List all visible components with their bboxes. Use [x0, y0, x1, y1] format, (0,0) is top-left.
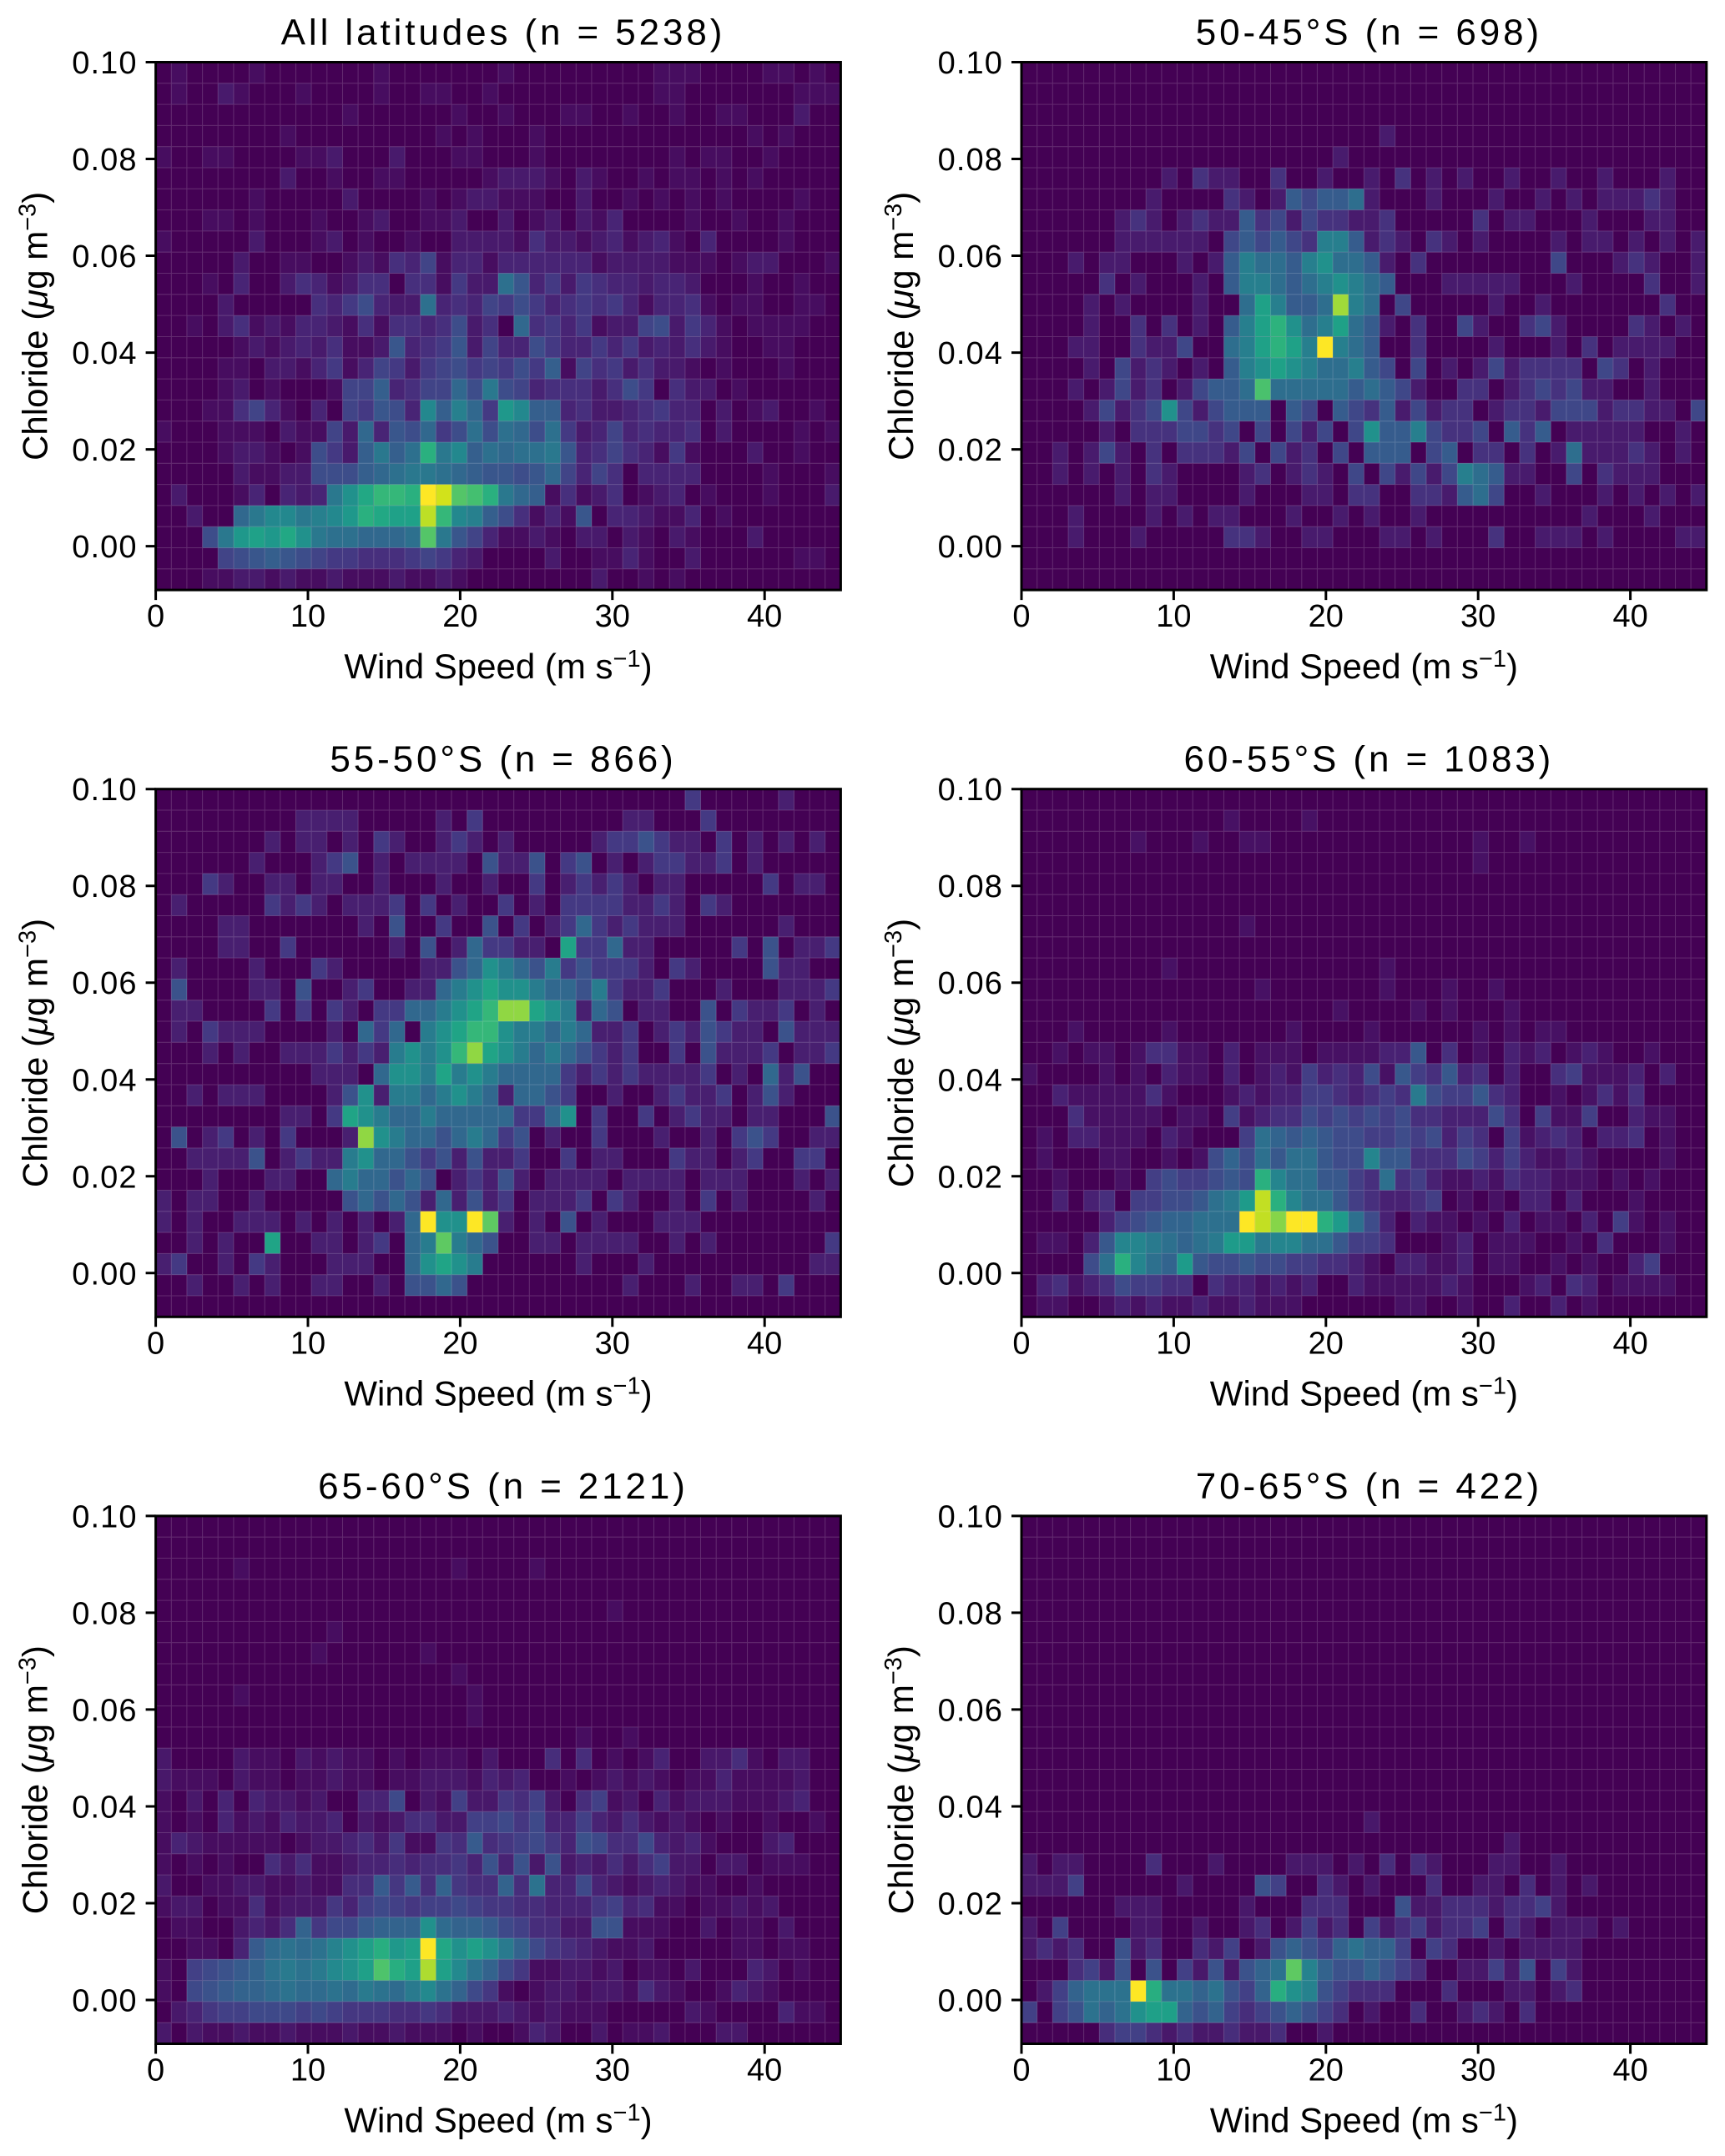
- svg-text:0.06: 0.06: [938, 239, 1003, 275]
- svg-text:20: 20: [442, 1326, 477, 1361]
- svg-text:10: 10: [290, 599, 325, 634]
- svg-text:30: 30: [1460, 2053, 1496, 2088]
- svg-text:10: 10: [1156, 599, 1191, 634]
- svg-text:65-60°S (n = 2121): 65-60°S (n = 2121): [318, 1466, 688, 1507]
- svg-text:30: 30: [595, 599, 630, 634]
- svg-text:0.00: 0.00: [938, 530, 1003, 565]
- svg-text:30: 30: [1460, 599, 1496, 634]
- svg-text:0.06: 0.06: [72, 1693, 137, 1728]
- svg-text:30: 30: [1460, 1326, 1496, 1361]
- svg-text:0.04: 0.04: [938, 336, 1003, 371]
- svg-text:0.08: 0.08: [938, 1596, 1003, 1631]
- svg-text:0.10: 0.10: [938, 773, 1003, 808]
- svg-text:20: 20: [442, 2053, 477, 2088]
- svg-text:10: 10: [290, 2053, 325, 2088]
- svg-text:0.10: 0.10: [938, 1499, 1003, 1534]
- svg-text:20: 20: [1309, 599, 1344, 634]
- svg-text:70-65°S (n = 422): 70-65°S (n = 422): [1196, 1466, 1542, 1507]
- svg-text:0.02: 0.02: [938, 1160, 1003, 1195]
- svg-text:0.10: 0.10: [938, 46, 1003, 81]
- svg-text:0.02: 0.02: [72, 1887, 137, 1922]
- svg-text:0.02: 0.02: [938, 1887, 1003, 1922]
- svg-text:0.06: 0.06: [72, 966, 137, 1001]
- svg-text:0.06: 0.06: [938, 1693, 1003, 1728]
- svg-text:40: 40: [747, 599, 782, 634]
- svg-text:0: 0: [1012, 1326, 1030, 1361]
- svg-text:40: 40: [1612, 1326, 1647, 1361]
- svg-text:0.00: 0.00: [72, 1984, 137, 2019]
- svg-text:30: 30: [595, 2053, 630, 2088]
- svg-text:0: 0: [1012, 599, 1030, 634]
- svg-text:55-50°S (n = 866): 55-50°S (n = 866): [330, 739, 676, 780]
- svg-text:Wind Speed (m s−1): Wind Speed (m s−1): [344, 1373, 652, 1413]
- svg-text:0.02: 0.02: [72, 433, 137, 468]
- svg-text:10: 10: [290, 1326, 325, 1361]
- svg-text:Wind Speed (m s−1): Wind Speed (m s−1): [1210, 1373, 1518, 1413]
- svg-text:50-45°S (n = 698): 50-45°S (n = 698): [1196, 13, 1542, 53]
- svg-text:Wind Speed (m s−1): Wind Speed (m s−1): [344, 2100, 652, 2140]
- svg-text:Chloride (μg m−3): Chloride (μg m−3): [15, 192, 55, 461]
- svg-text:Chloride (μg m−3): Chloride (μg m−3): [880, 192, 921, 461]
- svg-text:60-55°S (n = 1083): 60-55°S (n = 1083): [1184, 739, 1555, 780]
- svg-text:10: 10: [1156, 1326, 1191, 1361]
- svg-text:0.00: 0.00: [72, 530, 137, 565]
- svg-text:0.06: 0.06: [938, 966, 1003, 1001]
- svg-text:Wind Speed (m s−1): Wind Speed (m s−1): [1210, 646, 1518, 686]
- svg-text:0.04: 0.04: [72, 336, 137, 371]
- svg-text:0.02: 0.02: [938, 433, 1003, 468]
- svg-text:0: 0: [1012, 2053, 1030, 2088]
- svg-text:0: 0: [147, 599, 164, 634]
- svg-text:0.04: 0.04: [938, 1063, 1003, 1098]
- svg-text:0.00: 0.00: [938, 1984, 1003, 2019]
- svg-text:0.04: 0.04: [72, 1791, 137, 1826]
- svg-text:0.00: 0.00: [72, 1257, 137, 1292]
- svg-text:0.10: 0.10: [72, 46, 137, 81]
- svg-text:Wind Speed (m s−1): Wind Speed (m s−1): [1210, 2100, 1518, 2140]
- svg-text:40: 40: [1612, 599, 1647, 634]
- svg-text:0.08: 0.08: [938, 143, 1003, 178]
- svg-text:0.00: 0.00: [938, 1257, 1003, 1292]
- svg-text:Chloride (μg m−3): Chloride (μg m−3): [15, 1645, 55, 1914]
- svg-text:Chloride (μg m−3): Chloride (μg m−3): [880, 1645, 921, 1914]
- svg-text:Wind Speed (m s−1): Wind Speed (m s−1): [344, 646, 652, 686]
- svg-text:Chloride (μg m−3): Chloride (μg m−3): [880, 919, 921, 1187]
- svg-text:0.04: 0.04: [938, 1791, 1003, 1826]
- svg-text:0.04: 0.04: [72, 1063, 137, 1098]
- svg-text:30: 30: [595, 1326, 630, 1361]
- svg-text:40: 40: [1612, 2053, 1647, 2088]
- svg-text:Chloride (μg m−3): Chloride (μg m−3): [15, 919, 55, 1187]
- svg-text:0: 0: [147, 2053, 164, 2088]
- svg-text:0.02: 0.02: [72, 1160, 137, 1195]
- svg-text:40: 40: [747, 1326, 782, 1361]
- svg-text:All latitudes (n = 5238): All latitudes (n = 5238): [281, 13, 726, 53]
- svg-text:20: 20: [442, 599, 477, 634]
- svg-text:40: 40: [747, 2053, 782, 2088]
- svg-text:0.10: 0.10: [72, 1499, 137, 1534]
- svg-text:0: 0: [147, 1326, 164, 1361]
- svg-text:0.08: 0.08: [72, 869, 137, 904]
- svg-text:20: 20: [1309, 2053, 1344, 2088]
- svg-text:20: 20: [1309, 1326, 1344, 1361]
- svg-text:0.08: 0.08: [72, 143, 137, 178]
- svg-text:10: 10: [1156, 2053, 1191, 2088]
- svg-text:0.08: 0.08: [938, 869, 1003, 904]
- svg-text:0.08: 0.08: [72, 1596, 137, 1631]
- svg-text:0.10: 0.10: [72, 773, 137, 808]
- svg-text:0.06: 0.06: [72, 239, 137, 275]
